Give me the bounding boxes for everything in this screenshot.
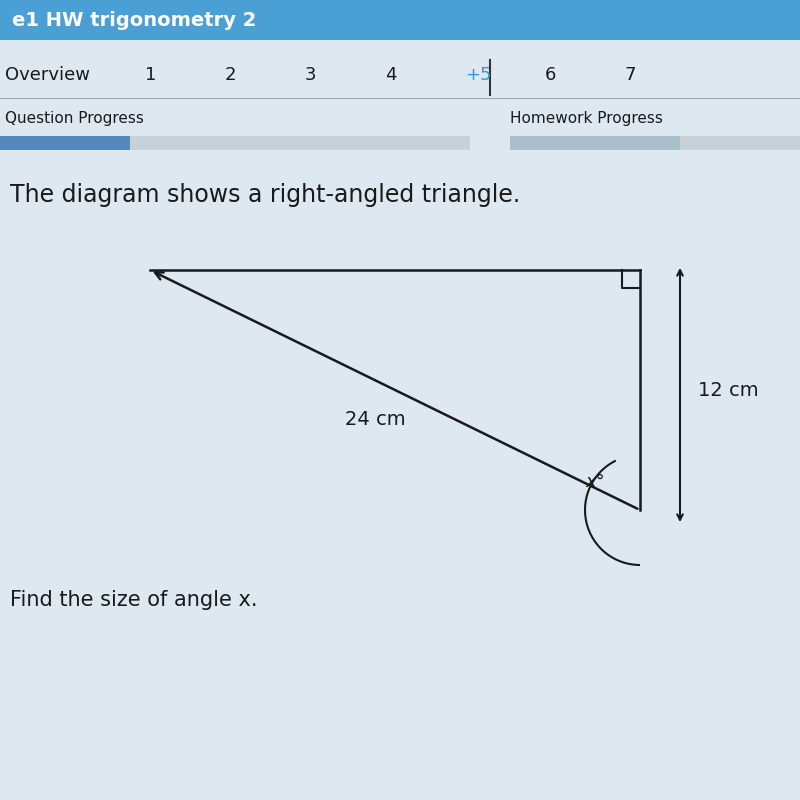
Text: x°: x° [585,473,605,491]
Bar [0,136,130,150]
Text: 4: 4 [385,66,397,84]
Text: 3: 3 [305,66,317,84]
Text: The diagram shows a right-angled triangle.: The diagram shows a right-angled triangl… [10,183,520,207]
Text: +5: +5 [465,66,491,84]
Text: Overview: Overview [5,66,90,84]
Bar [510,136,680,150]
Text: 1: 1 [145,66,156,84]
Text: 7: 7 [625,66,637,84]
Text: e1 HW trigonometry 2: e1 HW trigonometry 2 [12,10,256,30]
Bar [0,0,800,40]
Text: 24 cm: 24 cm [345,410,406,429]
Text: Question Progress: Question Progress [5,110,144,126]
Text: 6: 6 [545,66,556,84]
Text: Homework Progress: Homework Progress [510,110,663,126]
Bar [0,136,470,150]
Text: Find the size of angle x.: Find the size of angle x. [10,590,258,610]
Text: 12 cm: 12 cm [698,381,758,399]
Bar [510,136,800,150]
Text: 2: 2 [225,66,237,84]
